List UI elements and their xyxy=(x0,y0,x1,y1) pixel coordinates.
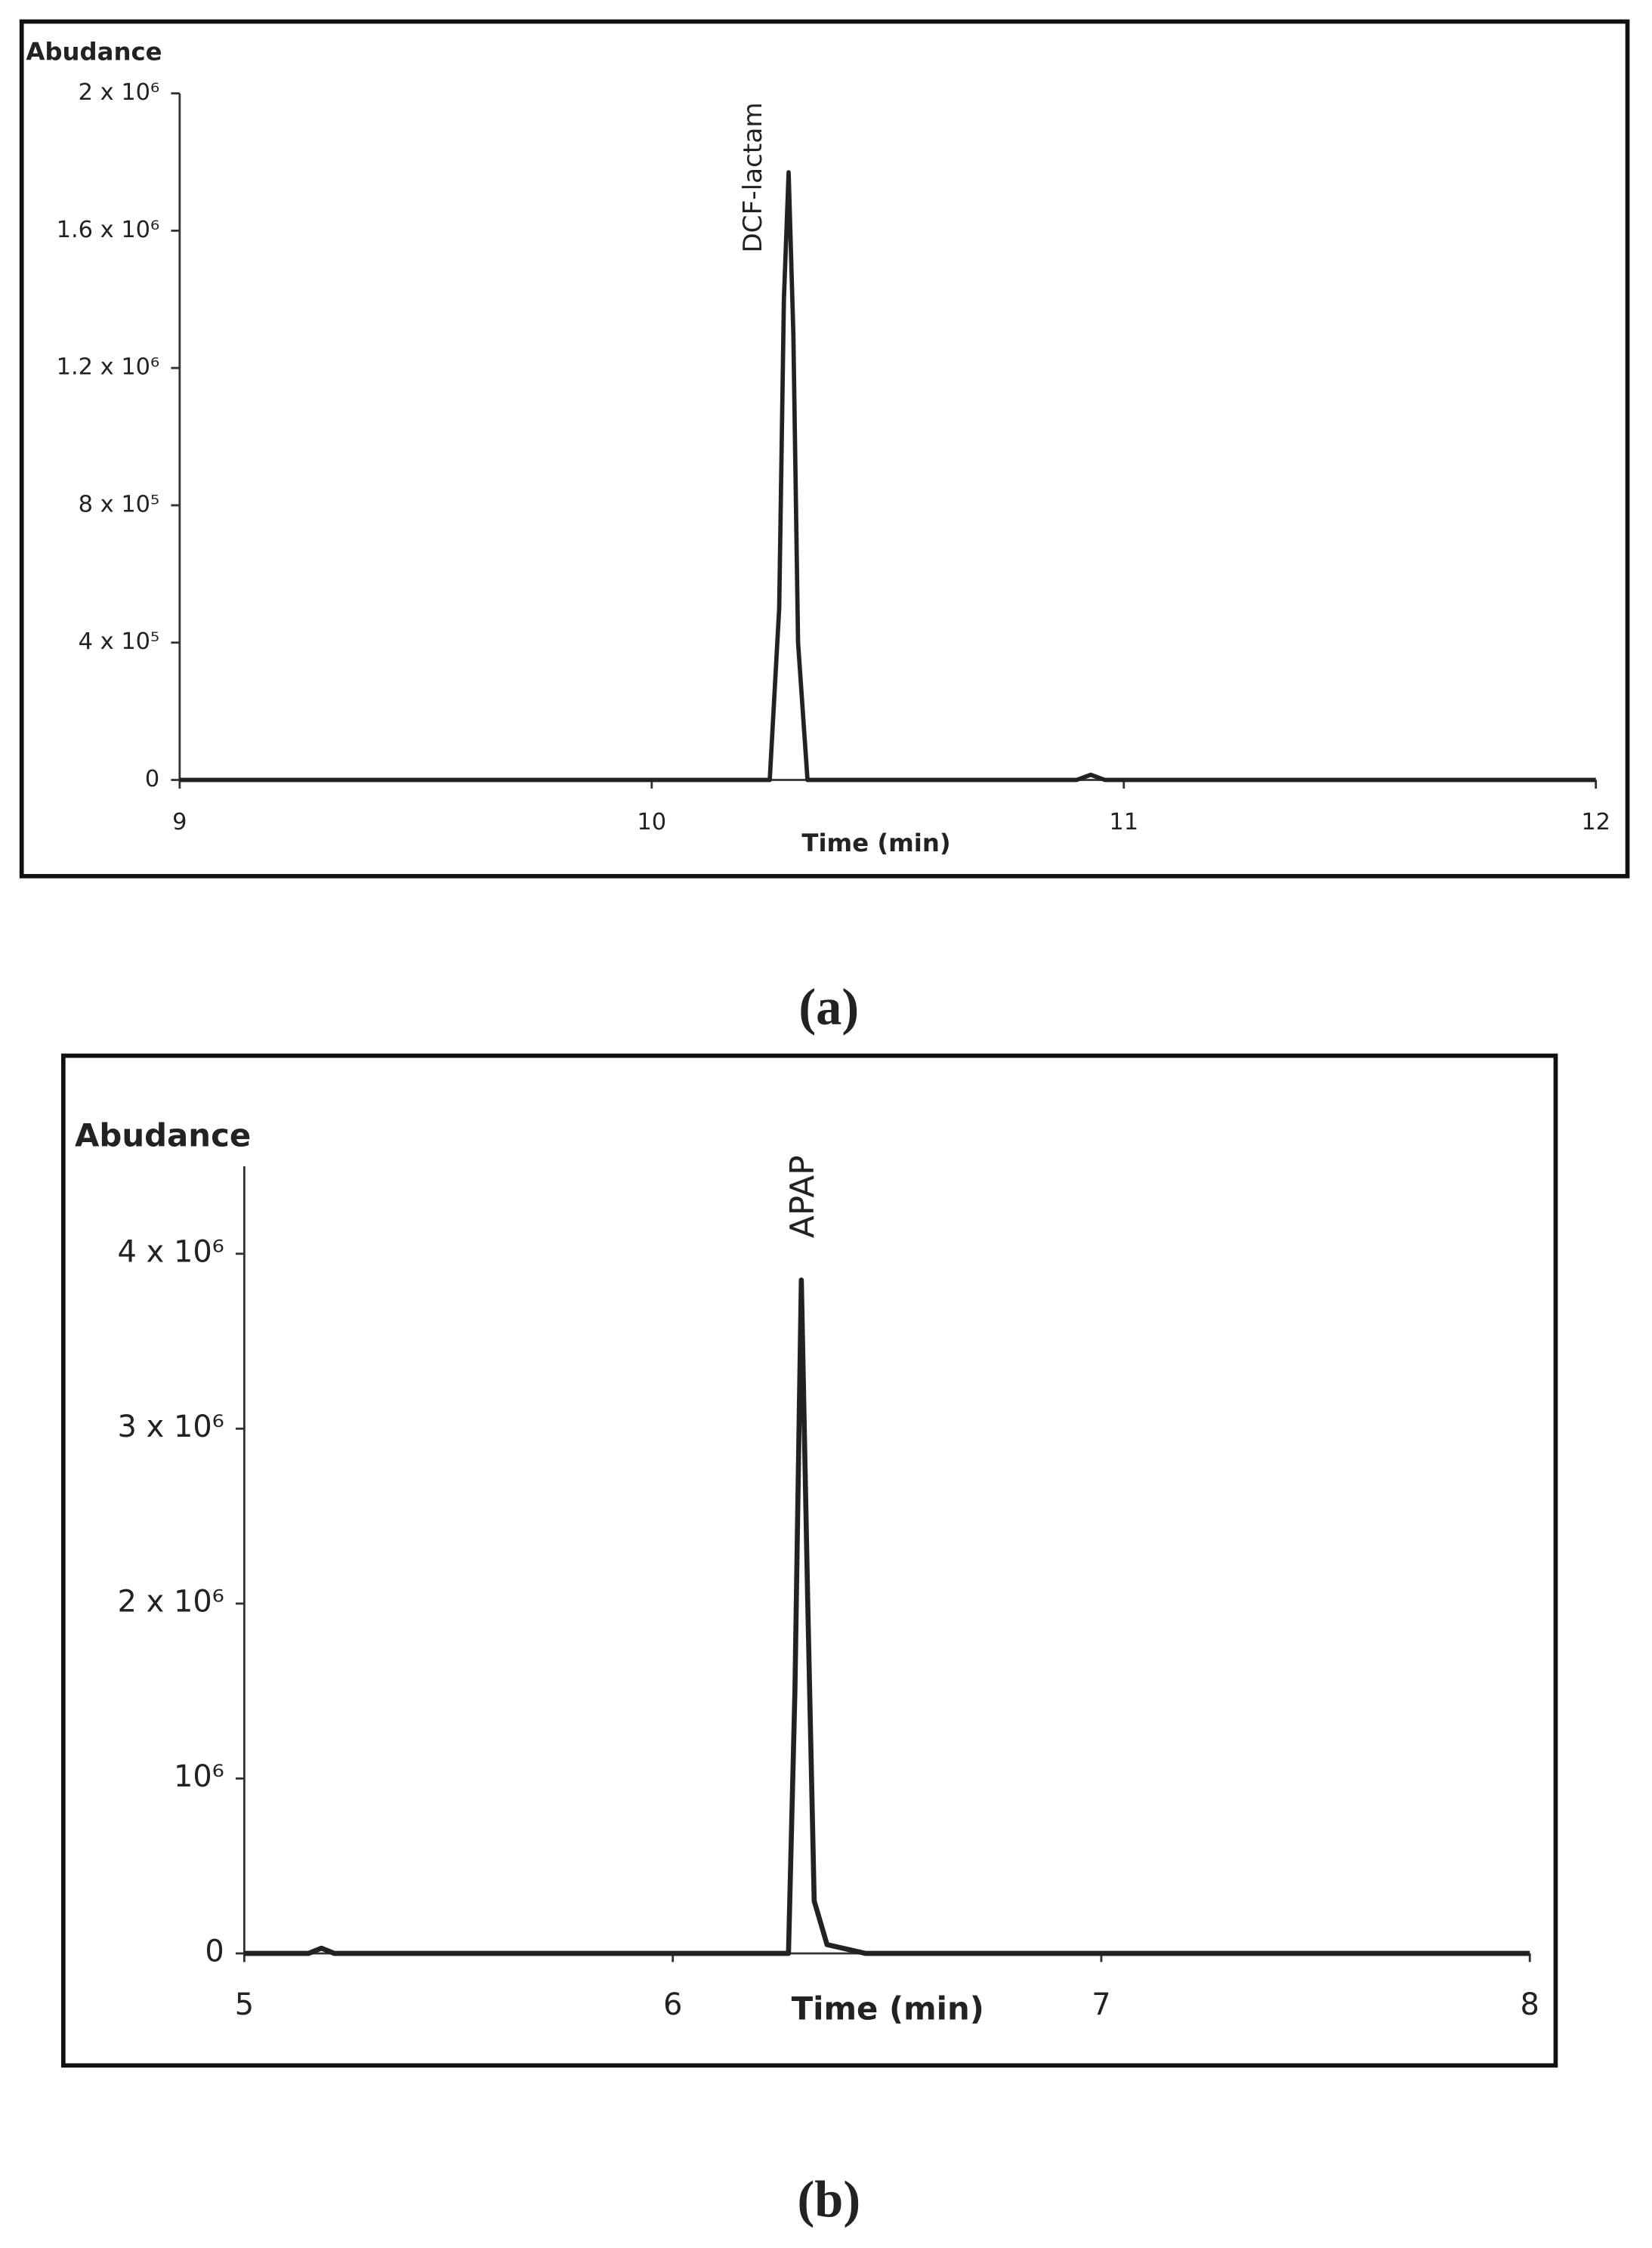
y-tick-label: 2 x 10⁶ xyxy=(118,1584,224,1619)
x-axis-label: Time (min) xyxy=(792,1990,984,2027)
x-tick-label: 8 xyxy=(1521,1987,1539,2022)
y-tick-label: 2 x 10⁶ xyxy=(79,79,160,106)
x-tick-label: 9 xyxy=(172,809,187,835)
y-tick-label: 10⁶ xyxy=(174,1759,224,1794)
y-tick-label: 0 xyxy=(205,1935,224,1969)
y-tick-label: 1.2 x 10⁶ xyxy=(57,354,160,381)
y-tick-label: 3 x 10⁶ xyxy=(118,1410,224,1444)
x-tick-label: 12 xyxy=(1581,809,1610,835)
x-tick-label: 5 xyxy=(235,1987,254,2022)
chart-frame xyxy=(60,1053,1558,2068)
x-tick-label: 10 xyxy=(637,809,666,835)
y-tick-label: 1.6 x 10⁶ xyxy=(57,217,160,243)
x-axis-label: Time (min) xyxy=(801,829,950,857)
y-tick-label: 4 x 10⁵ xyxy=(79,628,160,655)
y-tick-label: 8 x 10⁵ xyxy=(79,491,160,517)
chromatogram-line xyxy=(179,170,1596,783)
panel-label: (b) xyxy=(797,2170,860,2228)
y-tick-label: 0 xyxy=(145,766,159,792)
y-tick-label: 4 x 10⁶ xyxy=(118,1234,224,1269)
peak-annotation: APAP xyxy=(783,1155,822,1238)
x-tick-label: 7 xyxy=(1092,1987,1110,2022)
peak-annotation: DCF-lactam xyxy=(738,102,768,252)
y-axis-label: Abudance xyxy=(26,37,162,66)
x-tick-label: 11 xyxy=(1109,809,1138,835)
chart-frame xyxy=(19,19,1630,879)
chromatogram-line xyxy=(244,1277,1530,1956)
panel-label: (a) xyxy=(798,978,859,1036)
y-axis-label: Abudance xyxy=(75,1116,251,1153)
x-tick-label: 6 xyxy=(663,1987,682,2022)
